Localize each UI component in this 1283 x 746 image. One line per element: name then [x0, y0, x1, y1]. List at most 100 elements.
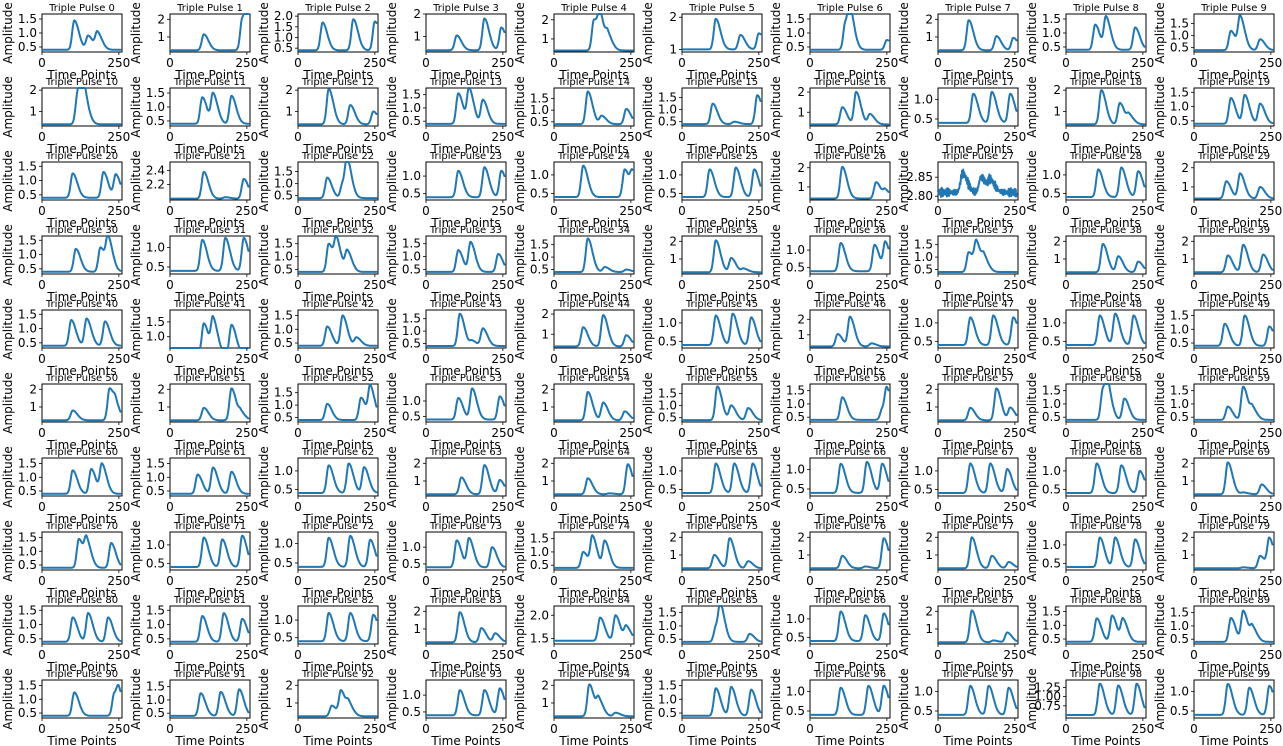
y-tick-label: 1.0	[402, 101, 421, 115]
y-tick-label: 1	[285, 104, 293, 118]
subplot-title: Triple Pulse 48	[1069, 299, 1142, 310]
pulse-series-line	[809, 610, 890, 642]
pulse-series-line	[41, 462, 122, 495]
y-axis-label: Amplitude	[513, 76, 527, 138]
y-axis-label: Amplitude	[1, 76, 15, 138]
x-tick-label: 0	[422, 574, 430, 588]
y-axis-label: Amplitude	[1025, 298, 1039, 360]
y-tick-label: 1.5	[530, 238, 549, 252]
y-tick-label: 2	[413, 7, 421, 21]
x-axis-label: Time Points	[174, 290, 244, 304]
y-tick-label: 1.5	[1170, 384, 1189, 398]
pulse-series-line	[681, 605, 762, 643]
pulse-series-line	[937, 19, 1018, 52]
y-axis-label: Amplitude	[1025, 520, 1039, 582]
y-tick-label: 0.5	[530, 263, 549, 277]
axes-frame	[1065, 235, 1147, 275]
y-axis-label: Amplitude	[257, 2, 271, 64]
y-tick-label: 0.5	[1170, 41, 1189, 55]
x-tick-label: 0	[422, 426, 430, 440]
subplot-title: Triple Pulse 60	[45, 447, 118, 458]
subplot-title: Triple Pulse 94	[557, 669, 630, 680]
x-tick-label: 250	[107, 56, 130, 70]
pulse-series-line	[425, 240, 506, 273]
subplot-title: Triple Pulse 40	[45, 299, 118, 310]
y-tick-label: 0.5	[18, 262, 37, 276]
subplot-title: Triple Pulse 69	[1197, 447, 1270, 458]
subplot-title: Triple Pulse 68	[1069, 447, 1142, 458]
pulse-series-line	[41, 19, 122, 51]
y-axis-label: Amplitude	[641, 372, 655, 434]
pulse-series-line	[809, 460, 890, 494]
x-axis-label: Time Points	[942, 142, 1012, 156]
subplot-title: Triple Pulse 61	[173, 447, 246, 458]
y-tick-label: 2	[413, 456, 421, 470]
subplot-title: Triple Pulse 43	[429, 299, 502, 310]
x-tick-label: 0	[550, 426, 558, 440]
subplot-title: Triple Pulse 87	[941, 595, 1014, 606]
x-axis-label: Time Points	[46, 68, 116, 82]
y-tick-label: 0.5	[658, 706, 677, 720]
subplot-title: Triple Pulse 74	[557, 521, 630, 532]
subplot-title: Triple Pulse 91	[173, 669, 246, 680]
x-tick-label: 0	[806, 574, 814, 588]
y-tick-label: 2	[925, 12, 933, 26]
x-tick-label: 0	[166, 56, 174, 70]
y-axis-label: Amplitude	[129, 372, 143, 434]
pulse-series-line	[1065, 312, 1146, 346]
y-tick-label: 2.4	[146, 163, 165, 177]
pulse-series-line	[553, 534, 634, 569]
x-tick-label: 0	[294, 648, 302, 662]
x-tick-label: 0	[422, 500, 430, 514]
y-tick-label: 0.5	[402, 409, 421, 423]
y-tick-label: 2	[541, 456, 549, 470]
x-tick-label: 0	[294, 500, 302, 514]
y-axis-label: Amplitude	[1025, 224, 1039, 286]
x-tick-label: 250	[875, 130, 898, 144]
x-tick-label: 0	[934, 204, 942, 218]
y-axis-label: Amplitude	[897, 150, 911, 212]
pulse-series-line	[681, 685, 762, 717]
x-axis-label: Time Points	[1070, 512, 1140, 526]
pulse-series-line	[297, 462, 378, 494]
x-tick-label: 250	[619, 204, 642, 218]
x-axis-label: Time Points	[814, 586, 884, 600]
subplot-title: Triple Pulse 2	[304, 3, 371, 14]
y-tick-label: 1	[541, 327, 549, 341]
x-tick-label: 0	[294, 278, 302, 292]
x-tick-label: 250	[1131, 722, 1154, 736]
x-tick-label: 250	[1003, 426, 1026, 440]
y-tick-label: 0.5	[402, 705, 421, 719]
x-tick-label: 250	[875, 648, 898, 662]
x-tick-label: 0	[1190, 574, 1198, 588]
y-tick-label: 0.5	[146, 260, 165, 274]
x-tick-label: 250	[491, 56, 514, 70]
pulse-series-line	[425, 387, 506, 421]
pulse-series-line	[1193, 536, 1274, 570]
x-tick-label: 0	[422, 352, 430, 366]
y-tick-label: 1	[541, 474, 549, 488]
subplot-title: Triple Pulse 35	[685, 225, 758, 236]
x-tick-label: 250	[747, 278, 770, 292]
x-axis-label: Time Points	[558, 216, 628, 230]
y-axis-label: Amplitude	[897, 224, 911, 286]
y-tick-label: 1	[285, 696, 293, 710]
y-tick-label: 0.5	[402, 114, 421, 128]
x-tick-label: 250	[235, 130, 258, 144]
x-tick-label: 0	[422, 130, 430, 144]
pulse-series-line	[553, 391, 634, 422]
x-tick-label: 250	[1003, 722, 1026, 736]
x-axis-label: Time Points	[1198, 660, 1268, 674]
